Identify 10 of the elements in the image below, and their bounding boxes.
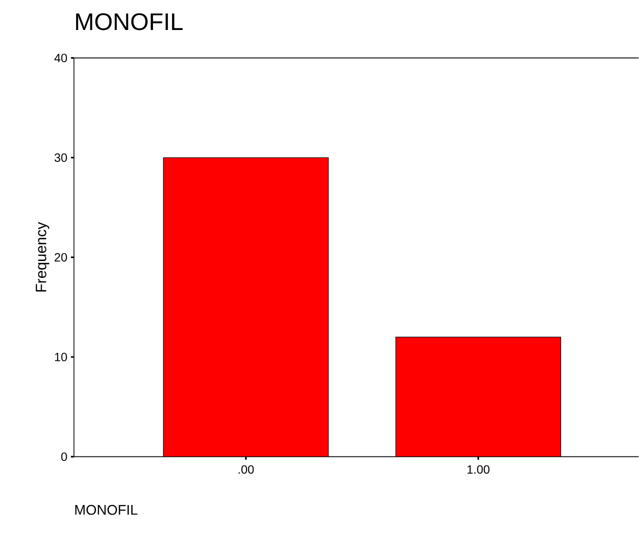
x-tick-label: 1.00 [468, 465, 490, 474]
y-tick-label: 10 [55, 352, 67, 362]
y-tick-label: 0 [61, 452, 67, 462]
y-tick-label: 20 [54, 253, 67, 262]
y-tick-label: 30 [54, 154, 67, 162]
x-axis-title: MONOFIL [75, 505, 138, 515]
y-axis-title: Frequency [36, 222, 50, 292]
x-tick-label: .00 [238, 465, 254, 474]
chart-title: MONOFIL [76, 13, 183, 30]
y-tick-label: 40 [54, 54, 67, 62]
